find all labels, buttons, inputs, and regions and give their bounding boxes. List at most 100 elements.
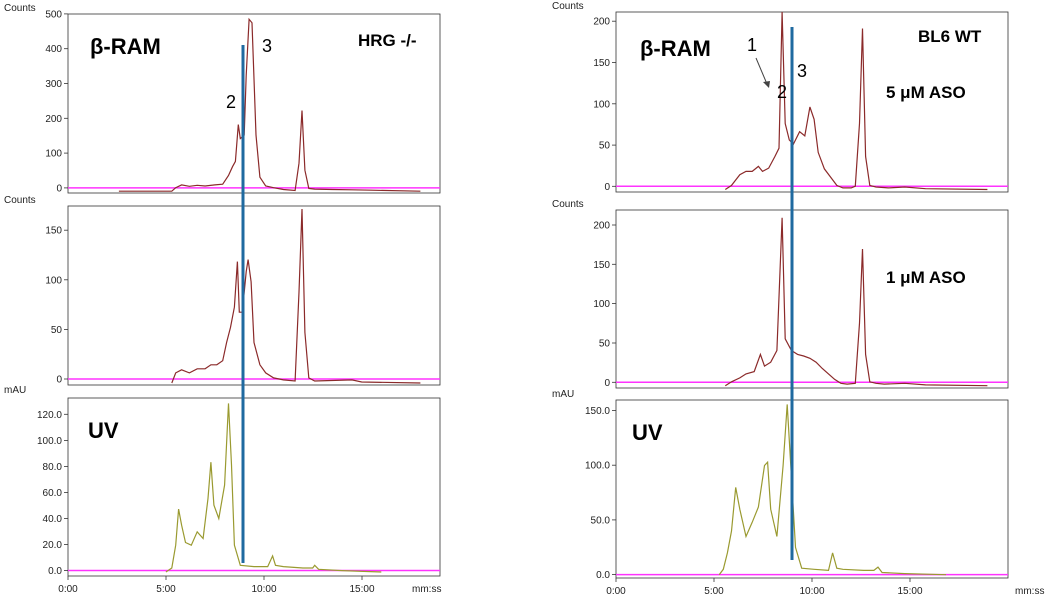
x-tick-label: 10:00 <box>799 586 824 597</box>
x-tick-label: 5:00 <box>704 586 724 597</box>
y-tick: 300 <box>45 79 68 90</box>
panel-left-bottom: mAU 0.0 20.0 40.0 60.0 80.0 100.0 120.0 … <box>4 385 441 595</box>
peak-2-label: 2 <box>777 82 787 102</box>
series-line <box>171 208 421 384</box>
plot-frame <box>615 209 1009 389</box>
y-axis-title: Counts <box>552 1 584 12</box>
y-tick-label: 0 <box>604 378 610 389</box>
x-ticks: 0:00 5:00 10:00 15:00 <box>58 576 375 595</box>
y-tick-label: 200 <box>593 17 610 28</box>
series-line <box>165 403 382 573</box>
y-tick-label: 0.0 <box>596 570 610 581</box>
uv-label: UV <box>88 418 119 443</box>
y-tick-label: 150.0 <box>585 406 610 417</box>
y-tick: 50 <box>51 325 68 336</box>
y-tick-label: 40.0 <box>43 514 63 525</box>
y-ticks: 0 50 100 150 200 <box>593 221 616 389</box>
beta-ram-label: β-RAM <box>90 34 161 59</box>
y-tick: 0 <box>56 183 68 194</box>
plot-frame <box>67 13 441 194</box>
y-ticks: 0.0 20.0 40.0 60.0 80.0 100.0 120.0 <box>37 410 68 577</box>
series-line <box>118 17 421 192</box>
y-tick-label: 150 <box>593 260 610 271</box>
y-tick: 0.0 <box>596 570 616 581</box>
y-tick-label: 50.0 <box>591 515 611 526</box>
y-tick: 100 <box>45 149 68 160</box>
y-axis-title: Counts <box>4 3 36 14</box>
panel-right-top: Counts 0 50 100 150 200 β-RAM BL6 WT 5 μ… <box>552 1 1009 193</box>
beta-ram-label: β-RAM <box>640 36 711 61</box>
y-tick-label: 120.0 <box>37 410 62 421</box>
y-tick-label: 100 <box>593 99 610 110</box>
y-tick: 100.0 <box>585 461 616 472</box>
y-tick: 150 <box>45 226 68 237</box>
plot-frame <box>615 399 1009 579</box>
y-axis-title: Counts <box>4 195 36 206</box>
y-tick: 100 <box>45 275 68 286</box>
y-tick-label: 50 <box>599 339 611 350</box>
y-tick: 60.0 <box>43 488 68 499</box>
y-tick: 100.0 <box>37 436 68 447</box>
x-tick-label: 5:00 <box>156 584 176 595</box>
y-ticks: 0 50 100 150 200 <box>593 17 616 193</box>
y-axis-title: mAU <box>4 385 26 396</box>
x-tick-label: 15:00 <box>897 586 922 597</box>
x-tick: 10:00 <box>251 576 277 595</box>
y-tick: 400 <box>45 44 68 55</box>
x-axis-title: mm:ss <box>412 584 441 595</box>
y-tick: 200 <box>593 221 616 232</box>
y-tick-label: 60.0 <box>43 488 63 499</box>
y-tick: 100 <box>593 99 616 110</box>
series-line <box>724 11 988 191</box>
y-tick: 50.0 <box>591 515 616 526</box>
y-tick: 150.0 <box>585 406 616 417</box>
y-tick: 20.0 <box>43 540 68 551</box>
y-tick: 200 <box>45 114 68 125</box>
plot-frame <box>615 11 1009 193</box>
peak-2-label: 2 <box>226 92 236 112</box>
hrg-label: HRG -/- <box>358 31 417 50</box>
panel-left-top: Counts 0 100 200 300 400 500 β-RAM HRG -… <box>4 3 441 194</box>
y-tick-label: 0 <box>604 182 610 193</box>
x-tick: 0:00 <box>58 576 78 595</box>
y-ticks: 0.0 50.0 100.0 150.0 <box>585 406 616 581</box>
y-tick: 500 <box>45 9 68 20</box>
y-tick: 0 <box>56 375 68 386</box>
x-tick: 5:00 <box>704 578 724 597</box>
x-axis-title: mm:ss <box>1015 586 1044 597</box>
y-tick-label: 100 <box>45 275 62 286</box>
y-tick-label: 80.0 <box>43 462 63 473</box>
x-tick-label: 10:00 <box>251 584 276 595</box>
y-tick-label: 100.0 <box>585 461 610 472</box>
panel-right-bottom: mAU 0.0 50.0 100.0 150.0 0:00 5:00 10:00… <box>552 389 1044 597</box>
y-tick: 50 <box>599 141 616 152</box>
y-tick: 120.0 <box>37 410 68 421</box>
y-tick-label: 500 <box>45 9 62 20</box>
y-tick: 0 <box>604 182 616 193</box>
plot-frame <box>67 397 441 577</box>
y-tick-label: 0 <box>56 183 62 194</box>
y-tick-label: 50 <box>51 325 63 336</box>
y-tick-label: 400 <box>45 44 62 55</box>
aso-1-label: 1 μM ASO <box>886 268 966 287</box>
bl6-wt-label: BL6 WT <box>918 27 982 46</box>
y-tick-label: 50 <box>599 141 611 152</box>
y-tick-label: 150 <box>45 226 62 237</box>
panel-left-middle: Counts 0 50 100 150 <box>4 195 441 386</box>
uv-label: UV <box>632 420 663 445</box>
panel-right-middle: Counts 0 50 100 150 200 1 μM ASO <box>552 199 1009 389</box>
y-tick-label: 20.0 <box>43 540 63 551</box>
x-tick-label: 15:00 <box>349 584 374 595</box>
y-tick-label: 100 <box>593 299 610 310</box>
x-tick: 10:00 <box>799 578 825 597</box>
peak-3-label: 3 <box>797 61 807 81</box>
aso-5-label: 5 μM ASO <box>886 83 966 102</box>
x-tick: 5:00 <box>156 576 176 595</box>
y-tick-label: 150 <box>593 58 610 69</box>
y-tick: 40.0 <box>43 514 68 525</box>
x-tick-label: 0:00 <box>58 584 78 595</box>
x-tick: 15:00 <box>349 576 375 595</box>
y-axis-title: mAU <box>552 389 574 400</box>
y-tick: 0 <box>604 378 616 389</box>
y-tick-label: 100 <box>45 149 62 160</box>
